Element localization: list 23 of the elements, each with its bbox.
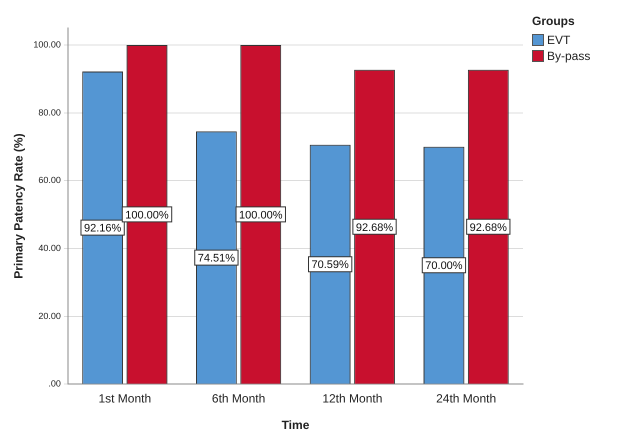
y-tick-label: 40.00 <box>38 242 61 253</box>
x-tick-label: 1st Month <box>98 392 152 406</box>
data-label: 70.59% <box>312 259 350 272</box>
y-tick-label: 60.00 <box>38 175 61 186</box>
x-tick-label: 6th Month <box>212 392 266 406</box>
legend-title: Groups <box>532 14 576 28</box>
data-label: 70.00% <box>425 260 463 272</box>
data-label: 100.00% <box>239 209 283 222</box>
y-tick-label: 20.00 <box>38 310 61 321</box>
legend-label: By-pass <box>547 49 590 63</box>
y-tick-label: 80.00 <box>38 107 61 118</box>
data-label: 74.51% <box>198 252 236 265</box>
legend-label: EVT <box>547 33 570 47</box>
x-tick-label: 12th Month <box>322 392 382 406</box>
data-label: 92.68% <box>356 222 394 234</box>
data-label: 92.16% <box>84 222 122 235</box>
y-axis-title: Primary Patency Rate (%) <box>12 133 26 279</box>
y-tick-label: .00 <box>48 378 61 389</box>
y-tick-label: 100.00 <box>33 39 61 50</box>
x-tick-label: 24th Month <box>436 392 496 406</box>
data-label: 100.00% <box>125 209 169 222</box>
data-label: 92.68% <box>470 222 508 234</box>
x-axis-title: Time <box>282 418 310 432</box>
